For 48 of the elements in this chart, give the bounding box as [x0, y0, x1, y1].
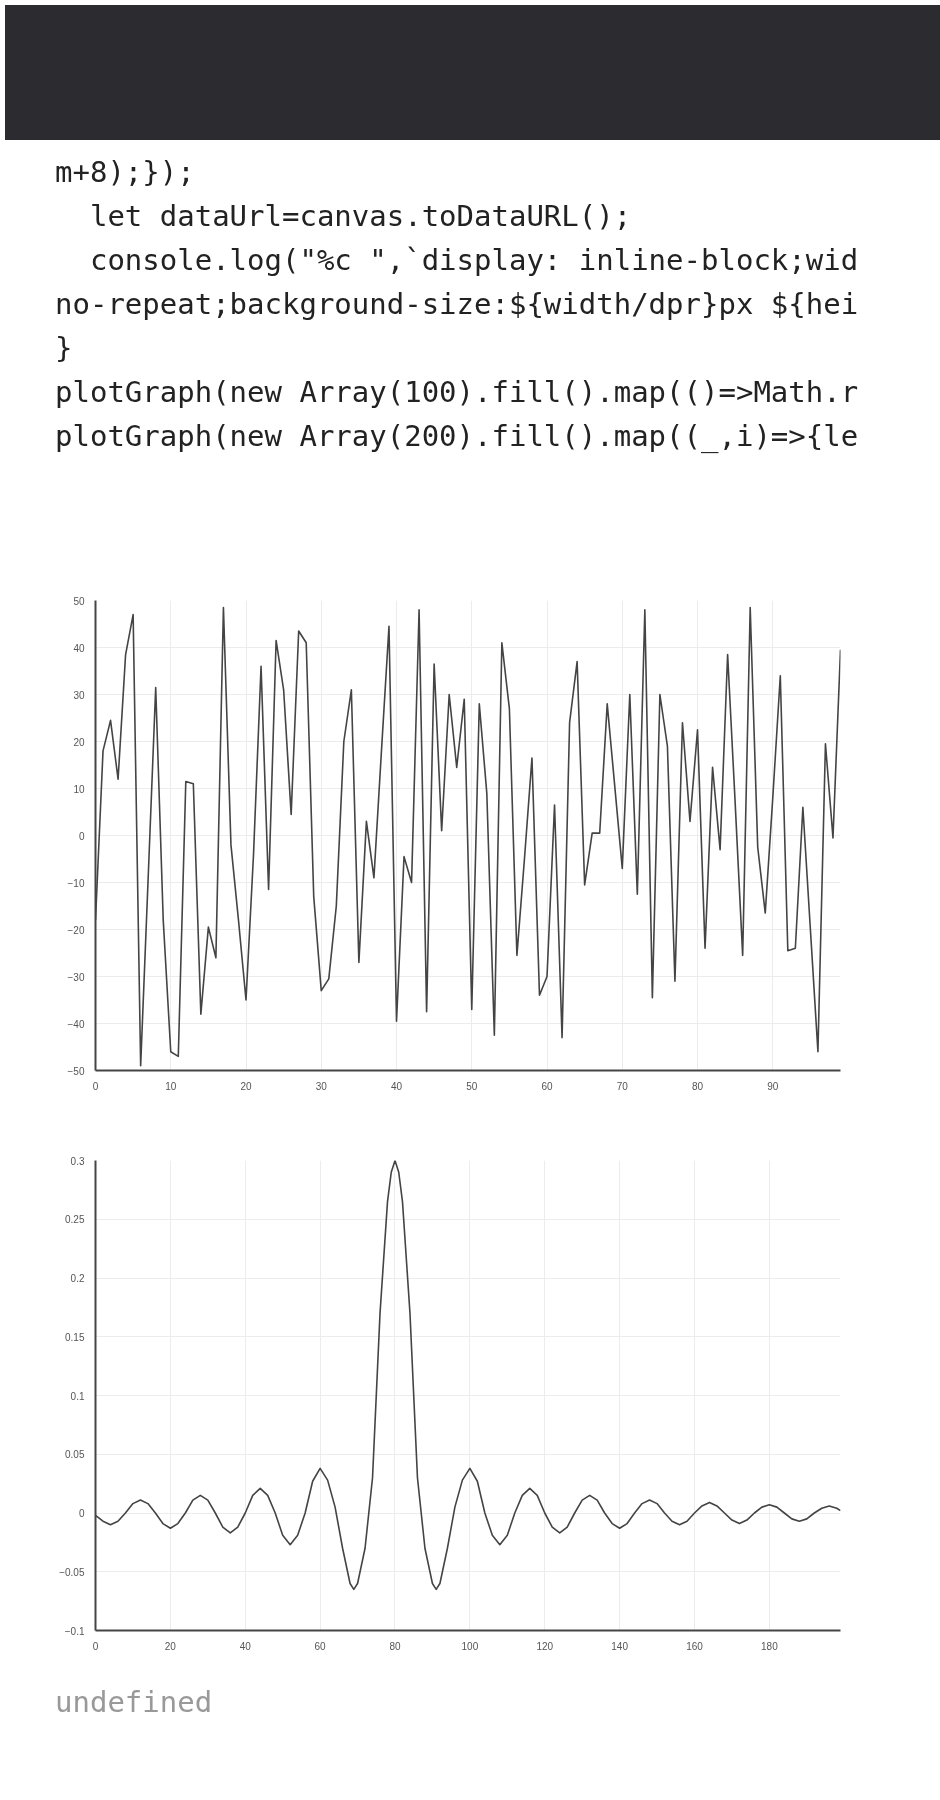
x-tick-label: 0 — [92, 1080, 99, 1092]
text: no-repeat;background-size:${width/dpr}px ${hei — [55, 287, 859, 321]
y-tick-label: 30 — [73, 689, 85, 701]
y-tick-label: 0.2 — [70, 1273, 85, 1284]
x-tick-label: 50 — [466, 1080, 478, 1092]
x-tick-label: 40 — [390, 1080, 403, 1092]
x-tick-label: 20 — [240, 1080, 253, 1092]
x-tick-label: 0 — [92, 1640, 99, 1652]
y-tick-label: 0.15 — [65, 1331, 85, 1343]
y-tick-label: 0.1 — [70, 1390, 85, 1402]
x-tick-label: 60 — [541, 1080, 554, 1092]
y-tick-label: 40 — [73, 642, 85, 654]
x-tick-label: 140 — [611, 1640, 629, 1652]
text: plotGraph(new Array(100).fill().map(()=>Math.r — [55, 375, 859, 409]
y-tick-label: 0.25 — [65, 1214, 85, 1226]
x-tick-label: 90 — [767, 1080, 779, 1092]
y-tick-label: −30 — [67, 971, 85, 983]
y-tick-label: −40 — [67, 1018, 85, 1030]
x-tick-label: 80 — [691, 1080, 704, 1092]
y-tick-label: −50 — [67, 1065, 85, 1077]
y-tick-label: −0.1 — [64, 1625, 85, 1637]
y-tick-label: 0.3 — [70, 1155, 85, 1167]
text: console.log("%c ",`display: inline-block;wid — [89, 243, 859, 277]
x-tick-label: 40 — [239, 1640, 252, 1652]
text: } — [55, 331, 73, 365]
x-tick-label: 70 — [616, 1080, 629, 1092]
x-tick-label: 10 — [165, 1080, 177, 1092]
x-tick-label: 180 — [761, 1640, 779, 1652]
x-tick-label: 20 — [164, 1640, 177, 1652]
x-tick-label: 30 — [315, 1080, 328, 1092]
text: undefined — [54, 1684, 213, 1721]
y-tick-label: 50 — [73, 595, 85, 607]
x-tick-label: 100 — [461, 1640, 479, 1652]
y-tick-label: −10 — [67, 877, 85, 889]
text: plotGraph(new Array(200).fill().map((_,i)=>{le — [55, 419, 859, 453]
x-tick-label: 120 — [536, 1640, 554, 1652]
y-tick-label: 0 — [78, 1508, 85, 1519]
x-tick-label: 80 — [389, 1640, 401, 1652]
y-tick-label: 20 — [73, 736, 85, 748]
y-tick-label: 0.05 — [65, 1449, 85, 1461]
y-tick-label: −20 — [67, 924, 85, 936]
x-tick-label: 160 — [686, 1640, 704, 1652]
text: m+8);}); — [55, 155, 195, 189]
y-tick-label: −0.05 — [59, 1566, 85, 1578]
text: let dataUrl=canvas.toDataURL(); — [89, 199, 632, 233]
x-tick-label: 60 — [314, 1640, 327, 1652]
y-tick-label: 0 — [78, 830, 85, 842]
y-tick-label: 10 — [73, 783, 85, 795]
